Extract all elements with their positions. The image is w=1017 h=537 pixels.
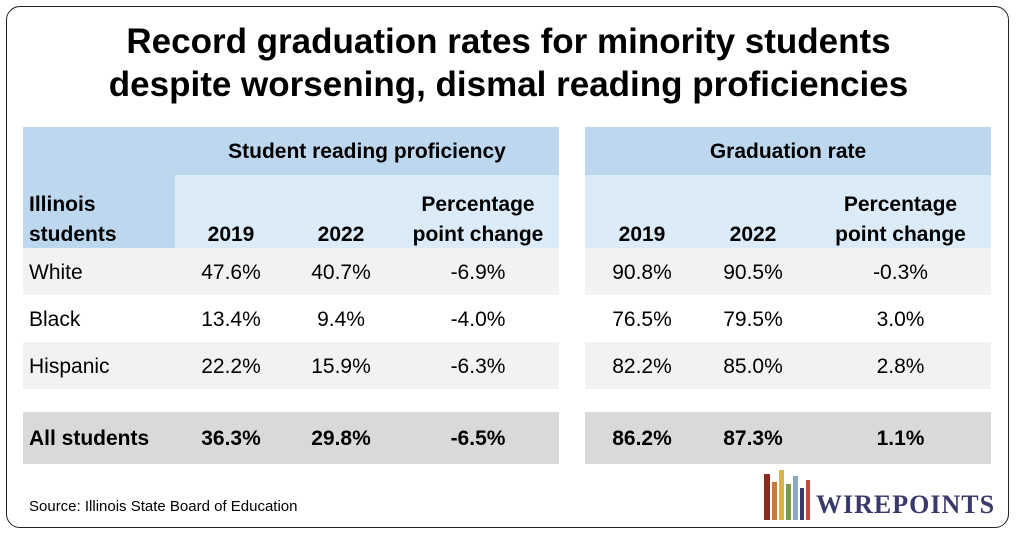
cell-black-reading-2022: 9.4% [317, 308, 365, 331]
reading-col-change-line2: point change [412, 223, 544, 246]
cell-hispanic-grad-change: 2.8% [876, 355, 925, 378]
graduation-group-header: Graduation rate [709, 140, 867, 163]
row-header-label-line1: Illinois [29, 193, 96, 216]
graduation-row-total-band [585, 412, 991, 464]
cell-white-reading-2019: 47.6% [201, 261, 261, 284]
cell-black-reading-2019: 13.4% [201, 308, 261, 331]
cell-white-grad-change: -0.3% [873, 261, 928, 284]
graduation-col-2019: 2019 [618, 223, 666, 246]
row-label-all-students: All students [29, 427, 150, 450]
cell-hispanic-reading-change: -6.3% [450, 355, 506, 378]
source-note: Source: Illinois State Board of Educatio… [29, 498, 298, 515]
graduation-col-change-line2: point change [835, 223, 966, 246]
cell-all-reading-2019: 36.3% [201, 427, 261, 450]
cell-all-grad-2019: 86.2% [612, 427, 672, 450]
cell-black-grad-change: 3.0% [876, 308, 925, 331]
reading-group-header-band [23, 127, 559, 175]
cell-hispanic-reading-2022: 15.9% [311, 355, 371, 378]
reading-row-white-band [23, 248, 559, 295]
chart-title-line-1: Record graduation rates for minority stu… [126, 22, 891, 61]
graduation-row-white-band [585, 248, 991, 295]
row-label-hispanic: Hispanic [29, 355, 110, 378]
cell-white-reading-2022: 40.7% [311, 261, 371, 284]
cell-all-reading-change: -6.5% [450, 427, 506, 450]
reading-column-header-band [175, 175, 559, 248]
reading-col-change-line1: Percentage [421, 193, 535, 216]
cell-white-grad-2019: 90.8% [612, 261, 672, 284]
cell-all-grad-2022: 87.3% [723, 427, 783, 450]
cell-hispanic-reading-2019: 22.2% [201, 355, 261, 378]
graduation-column-header-band [585, 175, 991, 248]
row-header-cell [23, 175, 175, 248]
cell-white-reading-change: -6.9% [450, 261, 506, 284]
reading-col-2019: 2019 [207, 223, 255, 246]
graduation-col-change-line1: Percentage [843, 193, 958, 216]
cell-white-grad-2022: 90.5% [723, 261, 783, 284]
logo-text: WIREPOINTS [816, 490, 996, 519]
graduation-row-hispanic-band [585, 342, 991, 389]
cell-black-grad-2019: 76.5% [612, 308, 672, 331]
row-label-black: Black [29, 308, 81, 331]
cell-black-grad-2022: 79.5% [723, 308, 783, 331]
cell-all-reading-2022: 29.8% [311, 427, 371, 450]
row-header-label-line2: students [29, 223, 117, 246]
wirepoints-logo-icon [764, 470, 810, 520]
row-label-white: White [29, 261, 83, 284]
graduation-group-header-band [585, 127, 991, 175]
reading-row-total-band [23, 412, 559, 464]
cell-hispanic-grad-2019: 82.2% [612, 355, 672, 378]
chart-title-line-2: despite worsening, dismal reading profic… [108, 65, 909, 104]
graduation-col-2022: 2022 [729, 223, 777, 246]
reading-row-hispanic-band [23, 342, 559, 389]
reading-group-header: Student reading proficiency [228, 140, 506, 163]
cell-hispanic-grad-2022: 85.0% [723, 355, 783, 378]
cell-black-reading-change: -4.0% [450, 308, 506, 331]
cell-all-grad-change: 1.1% [876, 427, 925, 450]
reading-col-2022: 2022 [317, 223, 365, 246]
